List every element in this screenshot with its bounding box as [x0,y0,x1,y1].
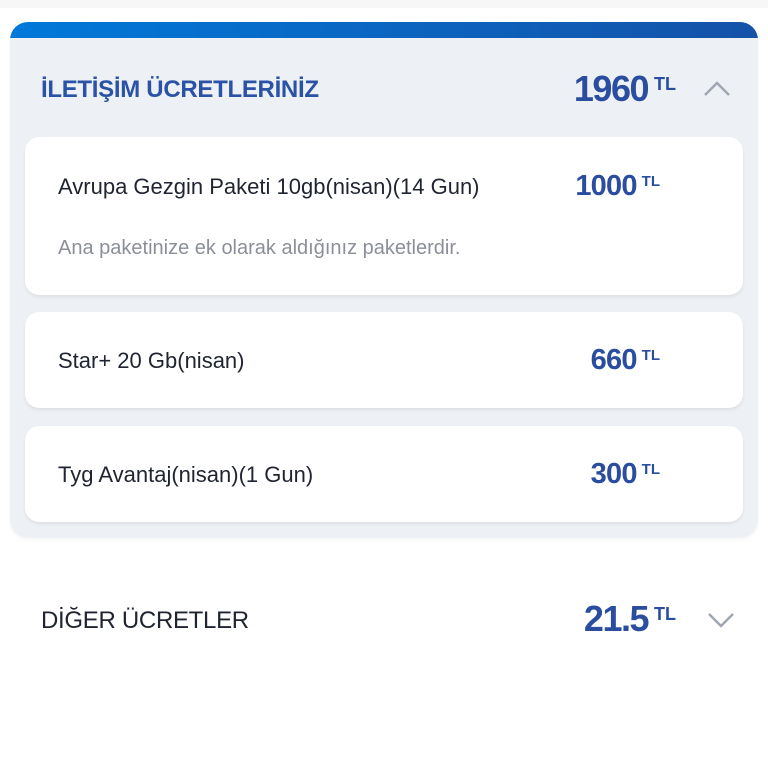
fee-item-name: Star+ 20 Gb(nisan) [58,348,245,373]
section-accent-band [10,22,758,38]
fee-item-card: Star+ 20 Gb(nisan) 660 TL [25,312,743,408]
amount-value: 300 [590,458,638,490]
currency-label: TL [654,604,676,624]
section-title: İLETİŞİM ÜCRETLERİNİZ [41,76,319,103]
fee-item-description: Ana paketinize ek olarak aldığınız paket… [58,237,461,259]
section-title: DİĞER ÜCRETLER [41,607,249,634]
chevron-up-icon[interactable] [702,74,732,104]
fee-item-name: Tyg Avantaj(nisan)(1 Gun) [58,462,314,487]
amount-value: 1000 [575,170,637,202]
fee-item-name: Avrupa Gezgin Paketi 10gb(nisan)(14 Gun) [58,174,480,199]
other-fees-header[interactable]: DİĞER ÜCRETLER 21.5 TL [0,590,768,650]
total-amount: 1960 [573,68,650,109]
fee-item-card: Avrupa Gezgin Paketi 10gb(nisan)(14 Gun)… [25,137,743,295]
total-amount: 21.5 [583,598,650,639]
amount-value: 660 [590,344,638,376]
communication-fees-section: İLETİŞİM ÜCRETLERİNİZ 1960 TL Avrupa Gez… [10,22,758,538]
currency-label: TL [641,461,660,478]
fee-item-card: Tyg Avantaj(nisan)(1 Gun) 300 TL [25,426,743,522]
section-total: 1960 TL [574,68,676,110]
top-strip [0,0,768,8]
currency-label: TL [654,74,676,94]
fee-item-amount: 1000 TL [575,170,660,203]
chevron-down-icon[interactable] [706,605,736,635]
currency-label: TL [641,347,660,364]
fee-item-amount: 300 TL [591,458,660,491]
currency-label: TL [641,173,660,190]
communication-fees-header[interactable]: İLETİŞİM ÜCRETLERİNİZ 1960 TL [10,38,758,138]
fee-item-amount: 660 TL [591,344,660,377]
section-total: 21.5 TL [584,598,676,640]
